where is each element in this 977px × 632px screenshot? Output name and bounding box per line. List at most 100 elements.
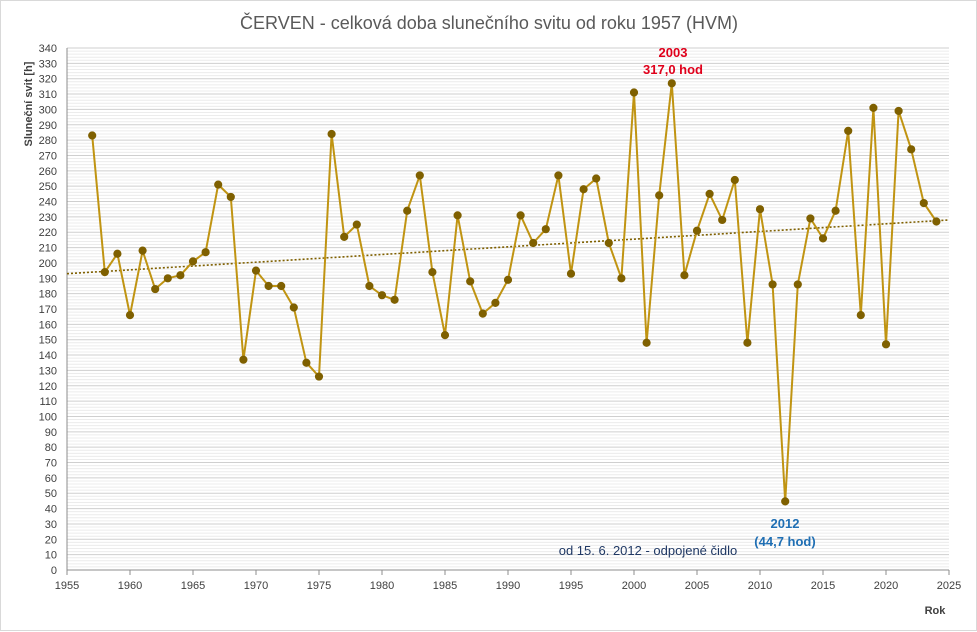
y-tick-label: 320 <box>39 74 57 86</box>
data-point <box>239 355 248 364</box>
y-axis-label: Sluneční svit [h] <box>23 61 35 146</box>
data-point <box>894 106 903 116</box>
x-tick-label: 1975 <box>307 580 331 592</box>
min-value-annotation: (44,7 hod) <box>754 534 815 549</box>
data-point <box>390 295 399 304</box>
data-point <box>428 268 437 277</box>
y-tick-label: 240 <box>39 197 57 209</box>
grid <box>67 47 949 571</box>
data-point <box>692 226 702 235</box>
data-point <box>415 171 424 180</box>
max-value-annotation: 317,0 hod <box>643 62 703 77</box>
data-point <box>314 372 324 381</box>
y-tick-label: 70 <box>45 458 57 470</box>
data-point <box>403 206 412 215</box>
x-tick-label: 1995 <box>559 580 583 592</box>
data-point <box>440 331 450 340</box>
data-point <box>188 257 198 266</box>
data-point <box>743 338 752 347</box>
data-point <box>818 234 828 243</box>
min-year-annotation: 2012 <box>771 516 800 531</box>
data-point <box>151 284 160 294</box>
data-point <box>201 248 210 257</box>
data-point <box>881 340 891 349</box>
y-tick-label: 120 <box>39 381 57 393</box>
sensor-note-annotation: od 15. 6. 2012 - odpojené čidlo <box>559 543 738 558</box>
data-point <box>251 266 261 275</box>
x-tick-label: 1955 <box>55 580 79 592</box>
x-tick-label: 2005 <box>685 580 709 592</box>
y-tick-label: 20 <box>45 534 57 546</box>
data-point <box>844 126 853 136</box>
data-point <box>793 280 802 289</box>
y-tick-label: 110 <box>39 396 57 408</box>
y-tick-label: 150 <box>39 335 57 347</box>
data-point <box>806 214 815 223</box>
data-point <box>629 88 639 97</box>
data-point <box>642 338 651 347</box>
data-point <box>214 180 223 189</box>
data-point <box>352 220 361 229</box>
data-point <box>655 191 664 200</box>
data-point <box>705 189 714 198</box>
data-point <box>226 192 235 202</box>
x-tick-label: 2015 <box>811 580 835 592</box>
data-point <box>88 131 97 140</box>
x-tick-label: 1965 <box>181 580 205 592</box>
data-point <box>453 211 462 220</box>
data-point <box>289 303 298 312</box>
x-tick-label: 1960 <box>118 580 142 592</box>
y-tick-label: 280 <box>39 135 57 147</box>
y-tick-label: 200 <box>39 258 57 270</box>
data-point <box>680 271 689 280</box>
data-point <box>554 171 563 180</box>
y-tick-label: 50 <box>45 488 57 500</box>
data-point <box>768 280 777 289</box>
y-tick-label: 180 <box>39 289 57 301</box>
data-point <box>516 211 525 220</box>
data-point <box>365 281 374 291</box>
y-tick-label: 60 <box>45 473 57 485</box>
data-point <box>491 298 500 307</box>
y-tick-label: 100 <box>39 411 57 423</box>
data-point <box>592 174 601 183</box>
trendline <box>66 219 950 275</box>
y-tick-label: 250 <box>39 181 57 193</box>
x-tick-label: 1980 <box>370 580 394 592</box>
x-tick-label: 2025 <box>937 580 961 592</box>
data-point <box>125 311 135 320</box>
y-tick-label: 270 <box>39 150 57 162</box>
data-point <box>264 281 273 291</box>
y-tick-label: 30 <box>45 519 57 531</box>
data-point <box>919 198 928 208</box>
data-point <box>730 175 739 185</box>
data-point <box>529 238 538 248</box>
y-tick-label: 140 <box>39 350 57 362</box>
data-point <box>466 277 475 286</box>
trendline-path <box>66 219 950 275</box>
y-tick-label: 260 <box>39 166 57 178</box>
data-point <box>503 275 513 284</box>
y-tick-label: 220 <box>39 227 57 239</box>
data-point <box>755 205 765 214</box>
data-point <box>831 206 840 215</box>
y-tick-label: 90 <box>45 427 57 439</box>
x-tick-label: 2000 <box>622 580 646 592</box>
data-point <box>176 271 185 280</box>
series-line <box>91 82 938 503</box>
y-tick-label: 190 <box>39 273 57 285</box>
data-point <box>100 268 109 277</box>
y-tick-label: 80 <box>45 442 57 454</box>
data-point <box>617 274 626 283</box>
data-point <box>541 225 550 234</box>
data-point <box>869 103 878 112</box>
y-tick-label: 300 <box>39 104 57 116</box>
y-axis-ticks: 0 10 20 30 40 50 60 70 80 90 100 110 120 130 140 150 160… <box>39 43 57 577</box>
chart-title: ČERVEN - celková doba slunečního svitu o… <box>240 12 738 33</box>
max-year-annotation: 2003 <box>659 45 688 60</box>
data-point <box>604 238 613 248</box>
x-tick-label: 1990 <box>496 580 520 592</box>
data-point <box>277 281 286 291</box>
